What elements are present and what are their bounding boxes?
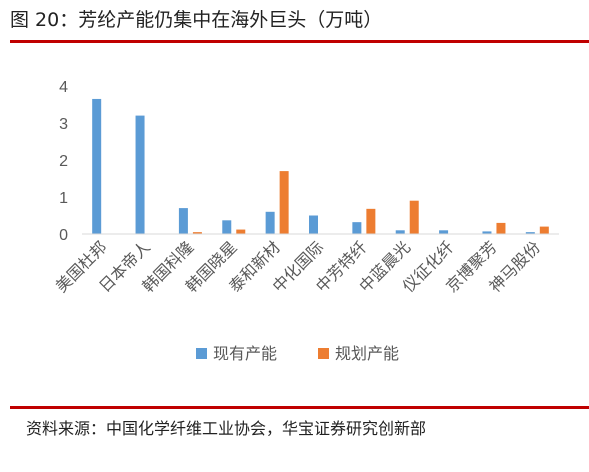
y-tick-label: 2 bbox=[59, 153, 68, 170]
title-divider bbox=[10, 40, 589, 43]
chart-svg: 0 1 2 3 4 美国杜邦日本帝人韩国科隆韩国晓星泰和新材中化国际中芳特纤中蓝晨光仪征… bbox=[52, 79, 559, 363]
bar-existing-9 bbox=[439, 230, 449, 234]
legend-label-planned: 规划产能 bbox=[335, 344, 399, 363]
bar-existing-8 bbox=[395, 230, 405, 234]
bar-planned-11 bbox=[539, 226, 549, 234]
legend: 现有产能 规划产能 bbox=[196, 344, 399, 363]
x-axis: 美国杜邦日本帝人韩国科隆韩国晓星泰和新材中化国际中芳特纤中蓝晨光仪征化纤京博聚芳… bbox=[52, 233, 559, 296]
bar-planned-8 bbox=[409, 200, 419, 234]
bar-planned-5 bbox=[279, 171, 289, 234]
legend-swatch-existing bbox=[196, 348, 207, 359]
y-axis: 0 1 2 3 4 bbox=[59, 79, 68, 244]
bar-existing-3 bbox=[178, 208, 188, 234]
bar-planned-10 bbox=[496, 222, 506, 234]
bar-existing-10 bbox=[482, 231, 492, 234]
bar-existing-4 bbox=[222, 220, 232, 234]
legend-swatch-planned bbox=[318, 348, 329, 359]
source-divider bbox=[10, 406, 589, 409]
bar-planned-4 bbox=[236, 229, 246, 234]
y-tick-label: 3 bbox=[59, 116, 68, 133]
bar-existing-1 bbox=[92, 98, 102, 234]
legend-label-existing: 现有产能 bbox=[213, 344, 277, 363]
bars bbox=[92, 98, 549, 234]
figure-title: 图 20：芳纶产能仍集中在海外巨头（万吨） bbox=[10, 9, 383, 31]
source-note: 资料来源：中国化学纤维工业协会，华宝证券研究创新部 bbox=[26, 419, 427, 438]
capacity-bar-chart: 0 1 2 3 4 美国杜邦 日本帝人 韩国科隆 韩国晓星 泰和新材 中化国际 中芳特纤 中蓝晨光 仪征… bbox=[0, 44, 589, 404]
y-tick-label: 0 bbox=[59, 227, 68, 244]
bar-existing-7 bbox=[352, 222, 362, 234]
bar-planned-3 bbox=[192, 232, 202, 234]
y-tick-label: 4 bbox=[59, 79, 68, 96]
bar-planned-7 bbox=[366, 208, 376, 234]
bar-existing-6 bbox=[309, 215, 318, 234]
bar-existing-5 bbox=[265, 211, 275, 234]
bar-existing-11 bbox=[525, 232, 535, 234]
bar-existing-2 bbox=[135, 115, 145, 234]
y-tick-label: 1 bbox=[59, 190, 68, 207]
